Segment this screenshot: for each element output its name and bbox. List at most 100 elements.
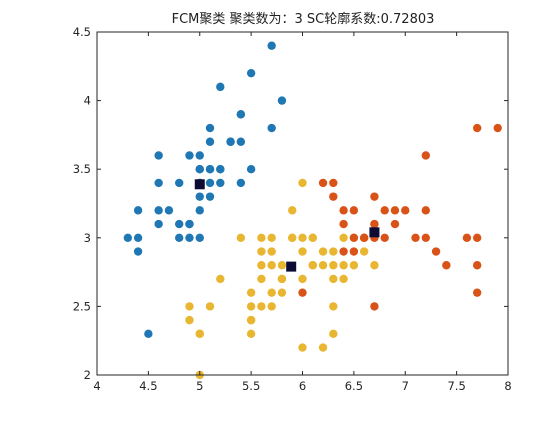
data-point <box>257 302 266 311</box>
data-point <box>329 178 338 188</box>
y-tick-label: 2 <box>84 368 91 382</box>
data-point <box>246 68 256 78</box>
data-point <box>246 329 256 339</box>
data-point <box>431 247 441 256</box>
data-point <box>164 206 174 215</box>
data-point <box>339 274 348 284</box>
data-point <box>298 288 307 297</box>
data-point <box>359 233 369 242</box>
data-point <box>246 288 256 297</box>
data-point <box>411 233 420 242</box>
data-point <box>175 178 184 188</box>
data-point <box>267 247 276 256</box>
data-point <box>175 219 184 229</box>
data-point <box>349 261 359 270</box>
data-point <box>298 247 307 256</box>
data-point <box>154 151 163 160</box>
data-point <box>267 302 276 311</box>
data-point <box>329 247 338 256</box>
data-point <box>277 261 287 270</box>
data-point <box>339 233 348 242</box>
data-point <box>154 178 163 188</box>
data-point <box>133 247 143 256</box>
data-point <box>257 261 266 270</box>
data-point <box>390 206 400 215</box>
data-point <box>185 302 194 311</box>
data-point <box>298 178 307 188</box>
cluster-center <box>286 261 297 272</box>
cluster-center <box>369 227 380 238</box>
data-point <box>205 178 215 188</box>
data-point <box>308 233 317 242</box>
data-point <box>205 137 215 146</box>
cluster-center <box>194 179 205 190</box>
data-point <box>205 123 215 133</box>
data-point <box>205 192 215 201</box>
x-tick-label: 4.5 <box>139 379 157 393</box>
data-point <box>370 219 379 229</box>
data-point <box>370 192 379 201</box>
data-point <box>185 233 194 242</box>
data-point <box>185 151 194 160</box>
data-point <box>339 206 348 215</box>
x-tick-label: 5 <box>196 379 203 393</box>
data-point <box>472 123 482 133</box>
data-point <box>175 233 184 242</box>
data-point <box>267 261 276 270</box>
data-point <box>236 110 246 119</box>
data-point <box>267 233 276 242</box>
data-point <box>133 233 143 242</box>
data-point <box>349 247 359 256</box>
y-tick-label: 4 <box>84 94 91 108</box>
y-tick-label: 4.5 <box>73 25 91 39</box>
data-point <box>257 274 266 284</box>
x-tick-label: 7.5 <box>447 379 465 393</box>
data-points <box>123 41 502 380</box>
data-point <box>277 288 287 297</box>
data-point <box>288 233 297 242</box>
plot-area <box>97 32 508 375</box>
data-point <box>359 247 369 256</box>
data-point <box>205 165 215 174</box>
data-point <box>195 206 204 215</box>
data-point <box>339 219 348 229</box>
chart-title: FCM聚类 聚类数为：3 SC轮廓系数:0.72803 <box>172 11 435 27</box>
data-point <box>236 233 246 242</box>
data-point <box>298 274 307 284</box>
x-tick-label: 5.5 <box>242 379 260 393</box>
data-point <box>349 233 359 242</box>
data-point <box>288 206 297 215</box>
data-point <box>370 302 379 311</box>
x-tick-label: 7 <box>402 379 409 393</box>
data-point <box>339 247 348 256</box>
data-point <box>144 329 153 339</box>
cluster-centers <box>194 179 380 272</box>
data-point <box>401 206 410 215</box>
data-point <box>195 233 204 242</box>
data-point <box>267 41 276 50</box>
data-point <box>339 261 348 270</box>
data-point <box>257 247 266 256</box>
data-point <box>380 233 389 242</box>
data-point <box>185 219 194 229</box>
axes: 4 4.5 5 5.5 6 6.5 7 7.5 8 2 2.5 3 3.5 4 4.5 <box>73 25 512 393</box>
data-point <box>472 261 482 270</box>
x-tick-label: 6.5 <box>345 379 363 393</box>
data-point <box>195 329 204 339</box>
y-tick-label: 3.5 <box>73 162 91 176</box>
data-point <box>205 302 215 311</box>
x-tick-label: 8 <box>504 379 511 393</box>
data-point <box>472 288 482 297</box>
data-point <box>349 206 359 215</box>
data-point <box>195 151 204 160</box>
data-point <box>308 261 317 270</box>
data-point <box>329 302 338 311</box>
data-point <box>370 261 379 270</box>
data-point <box>329 329 338 339</box>
data-point <box>236 137 246 146</box>
data-point <box>380 206 389 215</box>
data-point <box>318 178 328 188</box>
data-point <box>277 96 287 105</box>
data-point <box>462 233 472 242</box>
